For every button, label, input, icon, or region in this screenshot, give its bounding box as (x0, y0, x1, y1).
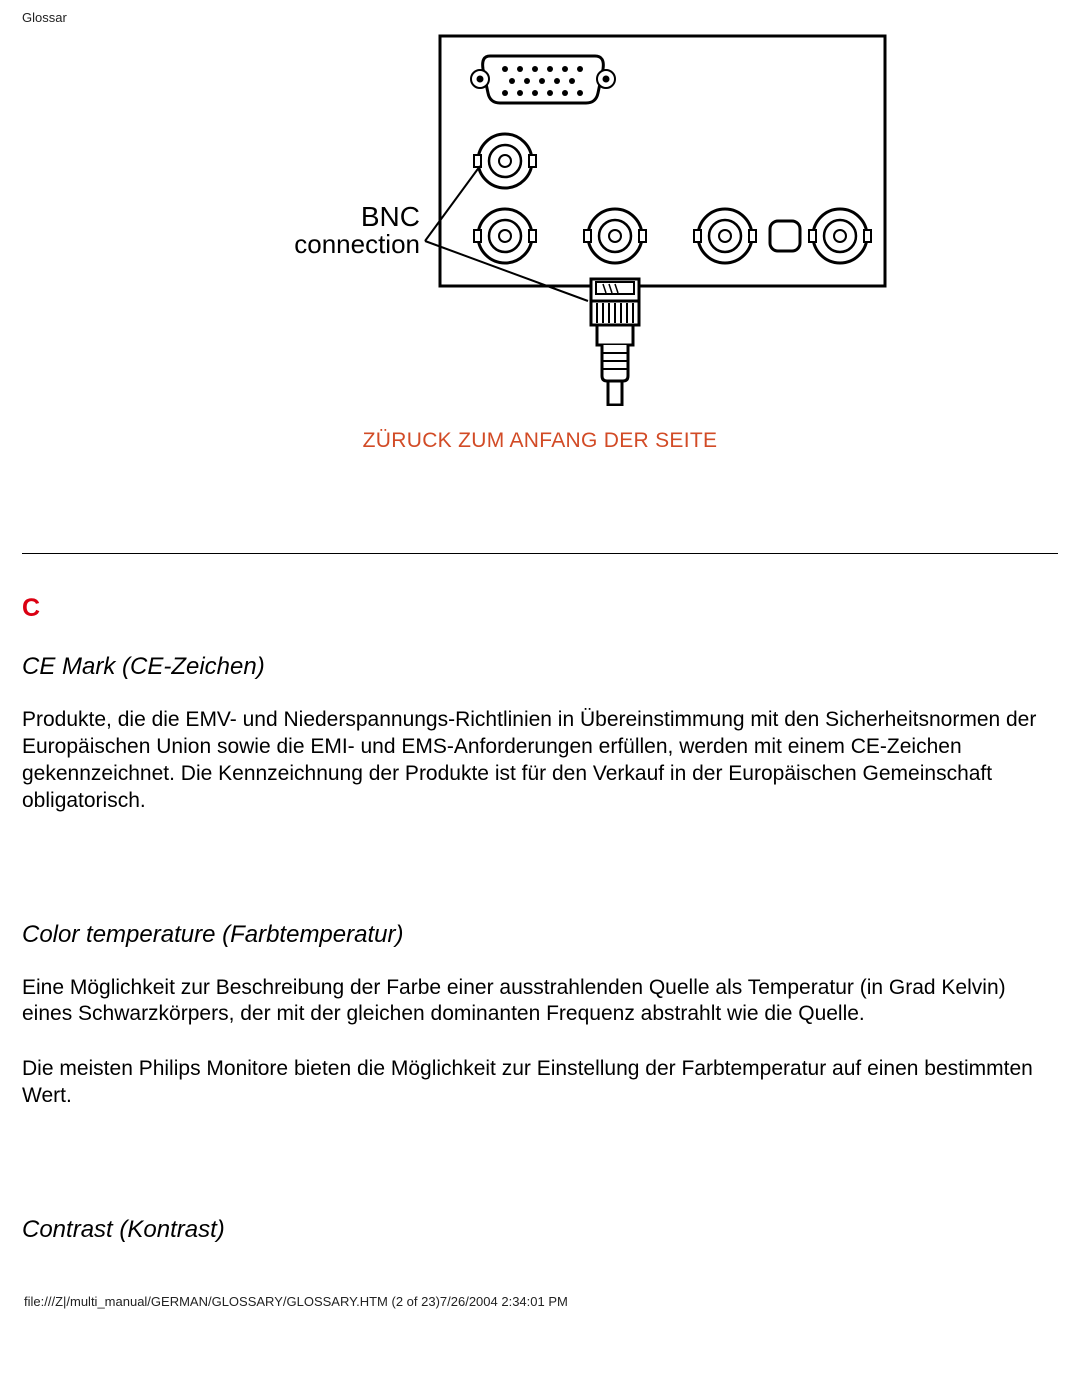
term-paragraph: Die meisten Philips Monitore bieten die … (22, 1056, 1058, 1110)
page-header-label: Glossar (22, 10, 1058, 25)
diagram-label-line2: connection (294, 229, 420, 259)
letter-heading: C (22, 594, 1058, 623)
diagram-label-line1: BNC (361, 201, 420, 232)
back-to-top-link[interactable]: ZÜRUCK ZUM ANFANG DER SEITE (22, 429, 1058, 453)
bnc-cable-plug-icon (591, 279, 639, 405)
footer-path: file:///Z|/multi_manual/GERMAN/GLOSSARY/… (0, 1270, 1080, 1317)
bnc-connection-diagram: BNC connection (190, 31, 890, 406)
term-title: Color temperature (Farbtemperatur) (22, 921, 1058, 949)
dsub-connector-icon (471, 56, 615, 103)
term-title: Contrast (Kontrast) (22, 1216, 1058, 1244)
term-title: CE Mark (CE-Zeichen) (22, 653, 1058, 681)
section-divider (22, 553, 1058, 554)
term-paragraph: Produkte, die die EMV- und Niederspannun… (22, 707, 1058, 815)
term-paragraph: Eine Möglichkeit zur Beschreibung der Fa… (22, 975, 1058, 1029)
diagram-container: BNC connection (22, 31, 1058, 411)
